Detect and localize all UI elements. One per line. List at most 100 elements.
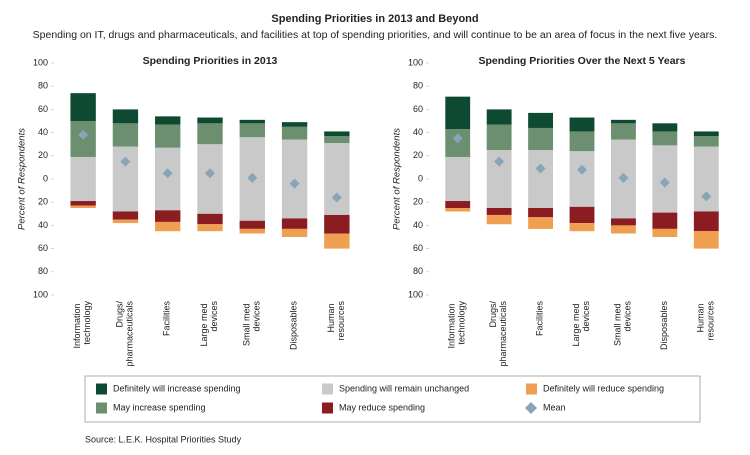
y-tick-label: 20 bbox=[38, 197, 48, 207]
bar-segment bbox=[239, 228, 265, 234]
chart-subtitle: Spending on IT, drugs and pharmaceutical… bbox=[33, 29, 718, 41]
bar-segment bbox=[569, 206, 595, 224]
x-tick-label: Human resources bbox=[696, 301, 716, 341]
bar-segment bbox=[112, 146, 139, 212]
mean-marker bbox=[577, 164, 587, 175]
bar-segment bbox=[70, 93, 96, 121]
mean-marker bbox=[659, 177, 670, 188]
legend-label: Spending will remain unchanged bbox=[339, 383, 469, 393]
bar-segment bbox=[281, 218, 308, 229]
x-tick-label: Drugs/pharmaceuticals bbox=[115, 301, 135, 367]
subplot-title: Spending Priorities Over the Next 5 Year… bbox=[479, 55, 686, 67]
y-axis-label: Percent of Respondents bbox=[17, 128, 28, 230]
bar-segment bbox=[112, 219, 139, 224]
bar-segment bbox=[652, 228, 678, 237]
mean-marker bbox=[452, 133, 463, 144]
bar-segment bbox=[155, 124, 181, 148]
bar-segment bbox=[324, 233, 350, 249]
bar-segment bbox=[112, 123, 139, 147]
bar-segment bbox=[569, 223, 595, 232]
x-tick-label: Disposables bbox=[659, 301, 669, 351]
y-tick-label: 80 bbox=[413, 81, 423, 91]
bar-segment bbox=[197, 117, 223, 124]
mean-marker bbox=[162, 168, 173, 179]
bar-segment bbox=[693, 146, 719, 212]
y-tick-label: 60 bbox=[38, 243, 48, 253]
y-tick-label: 80 bbox=[413, 266, 423, 276]
bar-segment bbox=[569, 131, 595, 152]
legend-label: Definitely will increase spending bbox=[113, 383, 241, 393]
y-tick-label: 60 bbox=[413, 104, 423, 114]
legend-label: May increase spending bbox=[113, 402, 206, 412]
legend-swatch bbox=[96, 383, 107, 395]
legend-swatch bbox=[526, 383, 537, 395]
bar-segment bbox=[652, 131, 678, 146]
x-tick-label: Small med devices bbox=[242, 301, 262, 347]
x-tick-label: Small med devices bbox=[613, 301, 633, 347]
legend-label: Mean bbox=[543, 402, 566, 412]
y-tick-label: 40 bbox=[413, 127, 423, 137]
y-tick-label: 80 bbox=[38, 81, 48, 91]
y-tick-label: 20 bbox=[413, 197, 423, 207]
bar-segment bbox=[239, 220, 265, 229]
bar-segment bbox=[155, 210, 181, 222]
mean-marker bbox=[78, 129, 89, 140]
legend-marker bbox=[525, 402, 537, 414]
bar-segment bbox=[281, 228, 308, 237]
x-tick-label: Large med devices bbox=[199, 301, 219, 347]
mean-marker bbox=[701, 191, 712, 202]
x-tick-label: Drugs/pharmaceuticals bbox=[489, 301, 509, 367]
bar-segment bbox=[611, 225, 636, 234]
bar-segment bbox=[528, 217, 553, 229]
mean-marker bbox=[205, 168, 215, 179]
bar-segment bbox=[70, 201, 96, 206]
y-tick-label: 40 bbox=[38, 127, 48, 137]
y-axis-label: Percent of Respondents bbox=[392, 128, 403, 230]
legend-swatch bbox=[322, 383, 333, 395]
x-tick-label: Information technology bbox=[447, 301, 467, 349]
bar-segment bbox=[112, 109, 139, 124]
bar-segment bbox=[611, 123, 636, 140]
bar-segment bbox=[281, 126, 308, 140]
bar-segment bbox=[70, 156, 96, 202]
bar-segment bbox=[70, 205, 96, 208]
bar-segment bbox=[486, 214, 512, 225]
bar-segment bbox=[239, 119, 265, 124]
y-tick-label: 20 bbox=[413, 150, 423, 160]
bar-segment bbox=[324, 136, 350, 144]
mean-marker bbox=[247, 172, 258, 183]
y-tick-label: 40 bbox=[38, 220, 48, 230]
legend-swatch bbox=[322, 402, 333, 414]
mean-marker bbox=[289, 178, 300, 189]
bar-segment bbox=[155, 147, 181, 211]
bar-segment bbox=[652, 123, 678, 132]
bar-segment bbox=[528, 208, 553, 218]
mean-marker bbox=[494, 156, 505, 167]
bar-segment bbox=[611, 119, 636, 124]
bar-segment bbox=[197, 144, 223, 214]
bar-segment bbox=[112, 211, 139, 220]
bar-segment bbox=[281, 122, 308, 127]
y-tick-label: 80 bbox=[38, 266, 48, 276]
y-tick-label: 0 bbox=[418, 173, 423, 183]
y-tick-label: 100 bbox=[33, 289, 48, 299]
bar-segment bbox=[324, 143, 350, 215]
x-tick-label: Facilities bbox=[162, 301, 172, 337]
x-tick-label: Human resources bbox=[326, 301, 346, 341]
bar-segment bbox=[693, 211, 719, 232]
y-tick-label: 100 bbox=[408, 289, 423, 299]
legend-label: Definitely will reduce spending bbox=[543, 383, 664, 393]
bar-segment bbox=[528, 127, 553, 150]
bar-segment bbox=[155, 221, 181, 232]
bar-segment bbox=[486, 109, 512, 125]
mean-marker bbox=[618, 172, 629, 183]
x-tick-label: Facilities bbox=[535, 301, 545, 337]
mean-marker bbox=[535, 163, 546, 174]
bar-segment bbox=[569, 151, 595, 207]
legend-box bbox=[84, 375, 701, 423]
bar-segment bbox=[486, 208, 512, 215]
bar-segment bbox=[324, 214, 350, 234]
bar-segment bbox=[486, 124, 512, 150]
bar-segment bbox=[445, 201, 471, 208]
